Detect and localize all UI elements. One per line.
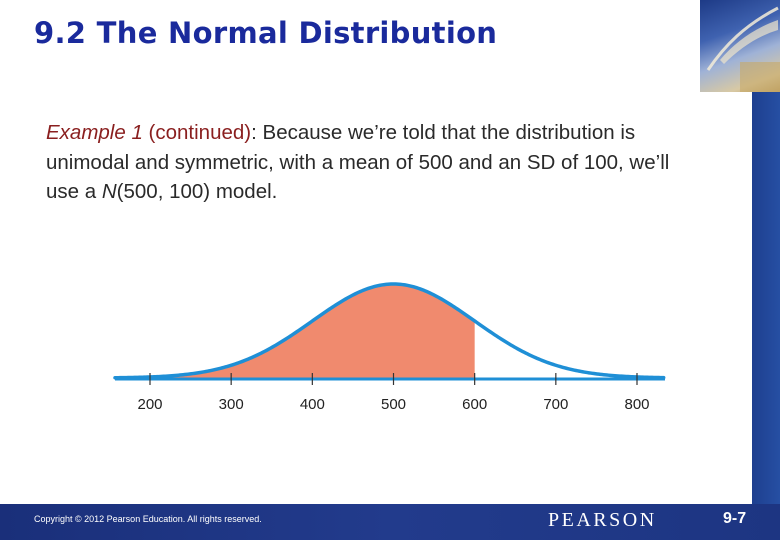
example-label: Example 1 bbox=[46, 121, 143, 144]
model-params: (500, 100) bbox=[116, 180, 211, 203]
shaded-area bbox=[115, 284, 475, 378]
continued-label: (continued) bbox=[142, 121, 252, 144]
slide-number: 9-7 bbox=[723, 510, 747, 527]
x-tick-label-300: 300 bbox=[219, 396, 244, 413]
normal-curve bbox=[113, 282, 666, 380]
x-tick-label-200: 200 bbox=[137, 396, 162, 413]
x-tick-label-700: 700 bbox=[543, 396, 568, 413]
normal-distribution-chart: 200 300 400 500 600 700 800 bbox=[113, 282, 666, 413]
model-letter: N bbox=[101, 180, 117, 203]
pearson-logo: PEARSON bbox=[548, 509, 657, 531]
quill-pen-icon bbox=[706, 6, 780, 92]
slide-body-text: Example 1 (continued): Because we’re tol… bbox=[46, 118, 706, 207]
corner-decoration bbox=[700, 0, 780, 92]
x-tick-label-600: 600 bbox=[462, 396, 487, 413]
x-tick-label-400: 400 bbox=[300, 396, 325, 413]
footer-bar: Copyright © 2012 Pearson Education. All … bbox=[0, 504, 780, 540]
x-tick-label-800: 800 bbox=[624, 396, 649, 413]
body-sentence-part1: : Because we’re told that the distributi… bbox=[46, 121, 670, 203]
slide-title: 9.2 The Normal Distribution bbox=[34, 16, 498, 50]
x-tick-label-500: 500 bbox=[381, 396, 406, 413]
copyright-text: Copyright © 2012 Pearson Education. All … bbox=[34, 514, 262, 524]
right-accent-strip bbox=[752, 92, 780, 540]
body-sentence-part2: model. bbox=[210, 180, 278, 203]
